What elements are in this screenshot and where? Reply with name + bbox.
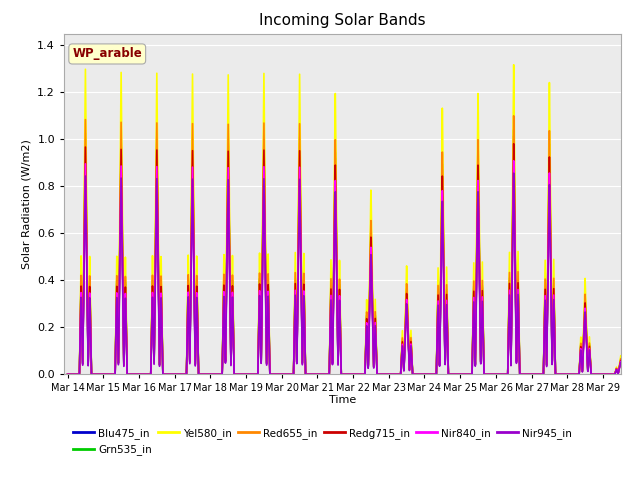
- Nir840_in: [635, 372, 640, 377]
- Line: Yel580_in: Yel580_in: [68, 65, 639, 374]
- Line: Grn535_in: Grn535_in: [68, 130, 639, 374]
- Text: WP_arable: WP_arable: [72, 48, 142, 60]
- Blu475_in: [538, 372, 546, 377]
- Nir945_in: [635, 372, 640, 377]
- Y-axis label: Solar Radiation (W/m2): Solar Radiation (W/m2): [22, 139, 31, 269]
- Blu475_in: [510, 149, 518, 155]
- Grn535_in: [182, 372, 190, 377]
- Yel580_in: [182, 372, 190, 377]
- Red655_in: [405, 354, 413, 360]
- Yel580_in: [374, 372, 382, 377]
- Red655_in: [182, 372, 190, 377]
- Yel580_in: [510, 62, 518, 68]
- Nir945_in: [182, 372, 190, 377]
- Grn535_in: [635, 372, 640, 377]
- Red655_in: [635, 372, 640, 377]
- Redg715_in: [64, 372, 72, 377]
- Blu475_in: [553, 372, 561, 377]
- Title: Incoming Solar Bands: Incoming Solar Bands: [259, 13, 426, 28]
- Nir945_in: [64, 372, 72, 377]
- Yel580_in: [510, 83, 518, 89]
- Nir840_in: [553, 372, 561, 377]
- Blu475_in: [635, 372, 640, 377]
- Grn535_in: [64, 372, 72, 377]
- Redg715_in: [510, 141, 518, 146]
- Blu475_in: [510, 133, 518, 139]
- Grn535_in: [374, 372, 382, 377]
- Redg715_in: [510, 156, 518, 162]
- Line: Nir840_in: Nir840_in: [68, 161, 639, 374]
- Redg715_in: [374, 372, 382, 377]
- Grn535_in: [538, 372, 546, 377]
- Redg715_in: [553, 372, 561, 377]
- Nir840_in: [374, 372, 382, 377]
- Line: Red655_in: Red655_in: [68, 116, 639, 374]
- Blu475_in: [182, 372, 190, 377]
- Grn535_in: [510, 144, 518, 149]
- Nir840_in: [405, 357, 413, 362]
- Red655_in: [553, 372, 561, 377]
- Line: Redg715_in: Redg715_in: [68, 144, 639, 374]
- Nir840_in: [182, 372, 190, 377]
- Nir945_in: [553, 372, 561, 377]
- Grn535_in: [405, 355, 413, 360]
- Red655_in: [64, 372, 72, 377]
- Nir945_in: [374, 372, 382, 377]
- Grn535_in: [510, 127, 518, 132]
- Red655_in: [510, 113, 518, 119]
- Redg715_in: [538, 372, 546, 377]
- Yel580_in: [635, 372, 640, 377]
- Red655_in: [538, 372, 546, 377]
- Nir945_in: [538, 372, 546, 377]
- Redg715_in: [182, 372, 190, 377]
- Nir840_in: [510, 158, 518, 164]
- Nir840_in: [538, 372, 546, 377]
- Nir840_in: [64, 372, 72, 377]
- Grn535_in: [553, 372, 561, 377]
- Yel580_in: [538, 372, 546, 377]
- Blu475_in: [64, 372, 72, 377]
- Red655_in: [510, 131, 518, 136]
- Nir945_in: [405, 358, 413, 363]
- Red655_in: [374, 372, 382, 377]
- Legend: Blu475_in, Grn535_in, Yel580_in, Red655_in, Redg715_in, Nir840_in, Nir945_in: Blu475_in, Grn535_in, Yel580_in, Red655_…: [69, 424, 577, 459]
- X-axis label: Time: Time: [329, 395, 356, 405]
- Line: Nir945_in: Nir945_in: [68, 173, 639, 374]
- Nir840_in: [510, 172, 518, 178]
- Redg715_in: [635, 372, 640, 377]
- Yel580_in: [64, 372, 72, 377]
- Yel580_in: [405, 350, 413, 356]
- Blu475_in: [405, 355, 413, 361]
- Redg715_in: [405, 356, 413, 361]
- Nir945_in: [510, 184, 518, 190]
- Yel580_in: [553, 372, 561, 377]
- Nir945_in: [510, 170, 518, 176]
- Blu475_in: [374, 372, 382, 377]
- Line: Blu475_in: Blu475_in: [68, 136, 639, 374]
